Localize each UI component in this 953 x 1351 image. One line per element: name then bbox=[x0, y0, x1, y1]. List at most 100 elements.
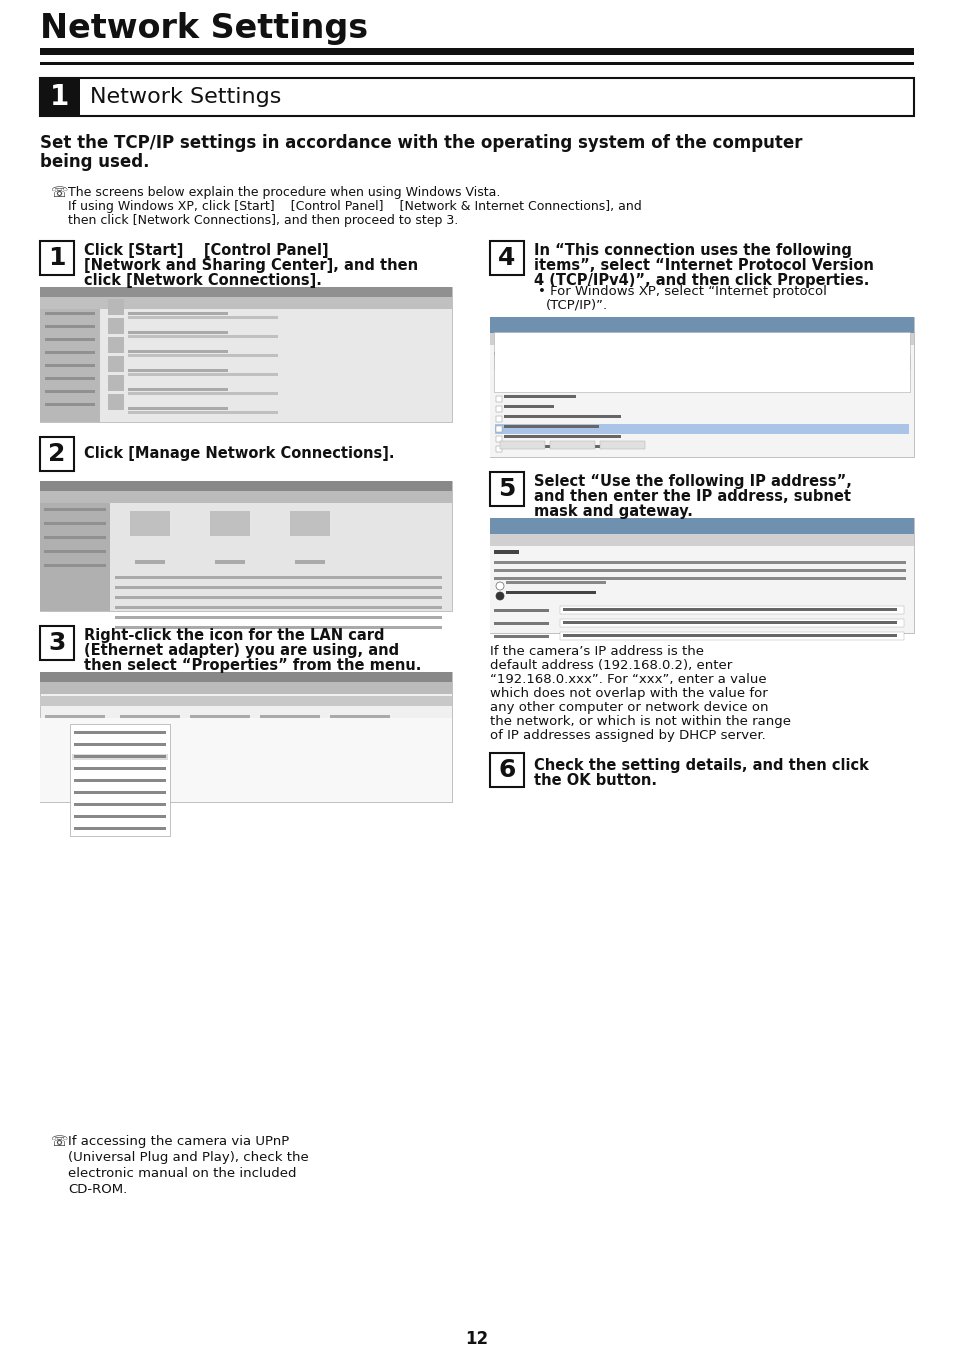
Bar bbox=[494, 577, 905, 580]
Bar bbox=[74, 780, 166, 782]
Bar bbox=[44, 521, 106, 526]
Bar bbox=[128, 392, 277, 394]
Text: items”, select “Internet Protocol Version: items”, select “Internet Protocol Versio… bbox=[534, 258, 873, 273]
Text: and then enter the IP address, subnet: and then enter the IP address, subnet bbox=[534, 489, 850, 504]
Bar bbox=[503, 435, 620, 438]
Text: Click [Manage Network Connections].: Click [Manage Network Connections]. bbox=[84, 446, 395, 461]
Bar bbox=[40, 717, 452, 802]
Bar bbox=[40, 503, 110, 611]
Bar bbox=[490, 317, 913, 457]
Bar bbox=[40, 671, 452, 802]
Bar bbox=[40, 696, 452, 707]
Bar bbox=[74, 790, 166, 794]
Bar bbox=[294, 561, 325, 563]
Bar bbox=[115, 626, 441, 630]
Circle shape bbox=[496, 582, 503, 590]
Bar bbox=[70, 724, 170, 836]
Bar bbox=[562, 634, 896, 638]
Bar bbox=[40, 490, 452, 503]
Text: being used.: being used. bbox=[40, 153, 150, 172]
Bar bbox=[40, 49, 913, 55]
Bar bbox=[40, 309, 100, 422]
Bar bbox=[115, 576, 441, 580]
Bar bbox=[74, 731, 166, 734]
Text: If the camera’s IP address is the: If the camera’s IP address is the bbox=[490, 644, 703, 658]
Text: 4 (TCP/IPv4)”, and then click Properties.: 4 (TCP/IPv4)”, and then click Properties… bbox=[534, 273, 868, 288]
Text: electronic manual on the included: electronic manual on the included bbox=[68, 1167, 296, 1179]
Bar bbox=[108, 376, 124, 390]
Text: Select “Use the following IP address”,: Select “Use the following IP address”, bbox=[534, 474, 851, 489]
Bar bbox=[74, 815, 166, 817]
Bar bbox=[490, 345, 913, 457]
Bar bbox=[128, 316, 277, 319]
Bar bbox=[44, 536, 106, 539]
Bar bbox=[858, 363, 908, 373]
Text: default address (192.168.0.2), enter: default address (192.168.0.2), enter bbox=[490, 659, 732, 671]
Bar bbox=[490, 240, 523, 276]
Bar bbox=[494, 569, 905, 571]
Bar bbox=[490, 546, 913, 634]
Bar bbox=[128, 407, 228, 409]
Bar bbox=[40, 671, 452, 682]
Text: 3: 3 bbox=[49, 631, 66, 655]
Bar bbox=[503, 415, 620, 417]
Text: 1: 1 bbox=[51, 82, 70, 111]
Bar bbox=[496, 361, 536, 363]
Bar bbox=[494, 621, 548, 626]
Bar bbox=[128, 373, 277, 376]
Bar bbox=[71, 754, 168, 761]
Bar bbox=[74, 755, 166, 758]
Text: (Ethernet adapter) you are using, and: (Ethernet adapter) you are using, and bbox=[84, 643, 398, 658]
Bar bbox=[599, 440, 644, 449]
Text: of IP addresses assigned by DHCP server.: of IP addresses assigned by DHCP server. bbox=[490, 730, 765, 742]
Text: CD-ROM.: CD-ROM. bbox=[68, 1183, 127, 1196]
Bar bbox=[45, 390, 95, 393]
Bar bbox=[115, 616, 441, 619]
Bar bbox=[74, 767, 166, 770]
Bar bbox=[108, 336, 124, 353]
Bar bbox=[490, 471, 523, 507]
Bar bbox=[214, 561, 245, 563]
Bar bbox=[130, 511, 170, 536]
Bar bbox=[44, 563, 106, 567]
Bar bbox=[490, 517, 913, 634]
Bar bbox=[497, 357, 901, 365]
Bar bbox=[496, 446, 501, 453]
Bar bbox=[40, 682, 452, 694]
Bar bbox=[40, 240, 74, 276]
Bar bbox=[44, 550, 106, 553]
Bar bbox=[108, 317, 124, 334]
Bar bbox=[505, 581, 605, 584]
Bar bbox=[503, 394, 576, 399]
Text: (Universal Plug and Play), check the: (Universal Plug and Play), check the bbox=[68, 1151, 309, 1165]
Text: 5: 5 bbox=[497, 477, 516, 501]
Bar bbox=[40, 286, 452, 297]
Bar bbox=[190, 715, 250, 717]
Bar bbox=[45, 312, 95, 315]
Text: 4: 4 bbox=[497, 246, 516, 270]
Text: click [Network Connections].: click [Network Connections]. bbox=[84, 273, 321, 288]
Text: [Network and Sharing Center], and then: [Network and Sharing Center], and then bbox=[84, 258, 417, 273]
Text: If accessing the camera via UPnP: If accessing the camera via UPnP bbox=[68, 1135, 289, 1148]
Bar bbox=[40, 286, 452, 422]
Bar bbox=[490, 317, 913, 332]
Bar bbox=[210, 511, 250, 536]
Text: 1: 1 bbox=[49, 246, 66, 270]
Text: Right-click the icon for the LAN card: Right-click the icon for the LAN card bbox=[84, 628, 384, 643]
Bar bbox=[495, 424, 908, 434]
Bar bbox=[559, 619, 903, 627]
Bar bbox=[40, 481, 452, 611]
Text: 6: 6 bbox=[497, 758, 516, 782]
Bar bbox=[505, 590, 596, 594]
Bar bbox=[44, 508, 106, 511]
Bar bbox=[74, 827, 166, 830]
Text: any other computer or network device on: any other computer or network device on bbox=[490, 701, 768, 713]
Bar bbox=[128, 354, 277, 357]
Bar bbox=[290, 511, 330, 536]
Bar bbox=[108, 357, 124, 372]
Text: Click [Start]    [Control Panel]: Click [Start] [Control Panel] bbox=[84, 243, 328, 258]
Text: Network Settings: Network Settings bbox=[90, 86, 281, 107]
Bar bbox=[128, 335, 277, 338]
Bar bbox=[496, 416, 501, 422]
Bar bbox=[108, 299, 124, 315]
